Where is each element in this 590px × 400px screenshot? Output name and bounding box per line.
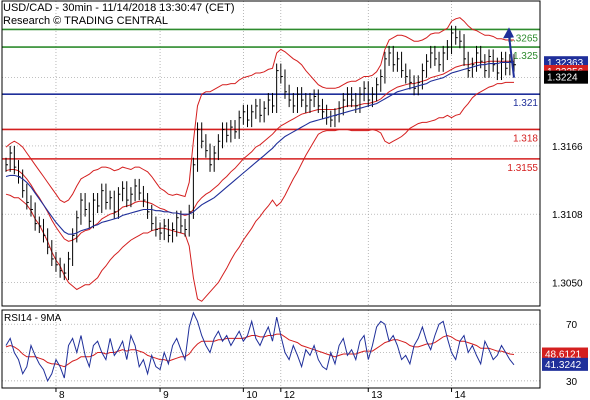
- grid: [2, 1, 540, 388]
- bollinger-bands: [5, 17, 514, 302]
- rsi-ma-line: [5, 333, 515, 368]
- x-tick-label: 8: [59, 390, 65, 400]
- level-label-pivot: 1.321: [513, 98, 538, 109]
- rsi-tag-label: 48.6121: [545, 350, 582, 361]
- y-tick-label: 1.3108: [552, 210, 583, 221]
- rsi-line: [5, 311, 515, 383]
- rsi-tick-label: 70: [566, 320, 578, 331]
- moving-average-line: [5, 61, 514, 235]
- rsi-panel-frame: [1, 309, 541, 389]
- bollinger-mid: [5, 60, 514, 242]
- x-tick-label: 14: [455, 390, 467, 400]
- x-tick-label: 10: [246, 390, 258, 400]
- level-label-resistance: 1.325: [513, 51, 538, 62]
- price-tag: [544, 70, 588, 84]
- price-series: [5, 25, 516, 281]
- level-label-support: 1.3155: [507, 163, 538, 174]
- y-tick-label: 1.3050: [552, 278, 583, 289]
- level-label-support: 1.318: [513, 133, 538, 144]
- projection-line: [508, 35, 515, 78]
- rsi-tag-label: 41.3242: [545, 360, 582, 371]
- chart-title: USD/CAD - 30min - 11/14/2018 13:30:47 (C…: [3, 2, 235, 14]
- rsi-label: RSI14 - 9MA: [4, 313, 62, 324]
- price-tag-label: 1.32363: [547, 58, 584, 69]
- rsi-tag: [542, 357, 588, 371]
- rsi-tick-label: 30: [566, 377, 578, 388]
- projection-arrow: [503, 27, 515, 78]
- rsi-tag: [542, 347, 588, 361]
- y-tick-label: 1.3166: [552, 142, 583, 153]
- projection-arrowhead: [503, 27, 514, 39]
- moving-average: [5, 61, 514, 235]
- main-panel-frame: [1, 0, 541, 307]
- x-tick-label: 9: [163, 390, 169, 400]
- bollinger-upper: [5, 17, 514, 203]
- support-resistance-levels: 1.3265 1.325 1.321 1.318 1.3155: [2, 28, 540, 174]
- price-tag-label: 1.3224: [547, 73, 578, 84]
- x-tick-label: 13: [371, 390, 383, 400]
- level-label-resistance: 1.3265: [507, 33, 538, 44]
- bollinger-lower: [5, 81, 514, 302]
- x-tick-label: 12: [284, 390, 296, 400]
- chart-subtitle: Research © TRADING CENTRAL: [3, 15, 168, 27]
